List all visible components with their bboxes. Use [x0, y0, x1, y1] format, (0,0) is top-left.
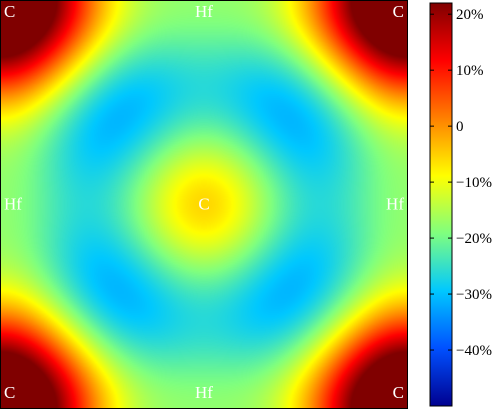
atom-label-c: C [393, 383, 404, 402]
colorbar-tick-label: 0 [456, 119, 464, 135]
heatmap-panel [0, 0, 408, 409]
colorbar-tick-label: −40% [456, 343, 492, 359]
atom-label-c: C [4, 383, 15, 402]
colorbar-tick-label: −30% [456, 287, 492, 303]
colorbar-tick-label: −10% [456, 175, 492, 191]
atom-label-c: C [198, 195, 209, 214]
atom-label-hf: Hf [4, 195, 22, 214]
atom-label-c: C [4, 2, 15, 21]
atom-label-hf: Hf [195, 383, 213, 402]
colorbar-tick-label: 10% [456, 63, 484, 79]
colorbar-ticks: 20% 10% 0 −10% −20% −30% −40% [430, 7, 492, 359]
colorbar-tick-label: 20% [456, 7, 484, 23]
colorbar-tick-label: −20% [456, 231, 492, 247]
atom-label-hf: Hf [386, 195, 404, 214]
colorbar [429, 2, 453, 407]
atom-label-c: C [393, 2, 404, 21]
atom-label-hf: Hf [195, 2, 213, 21]
atom-labels: C Hf C Hf C Hf C Hf C [4, 2, 404, 402]
